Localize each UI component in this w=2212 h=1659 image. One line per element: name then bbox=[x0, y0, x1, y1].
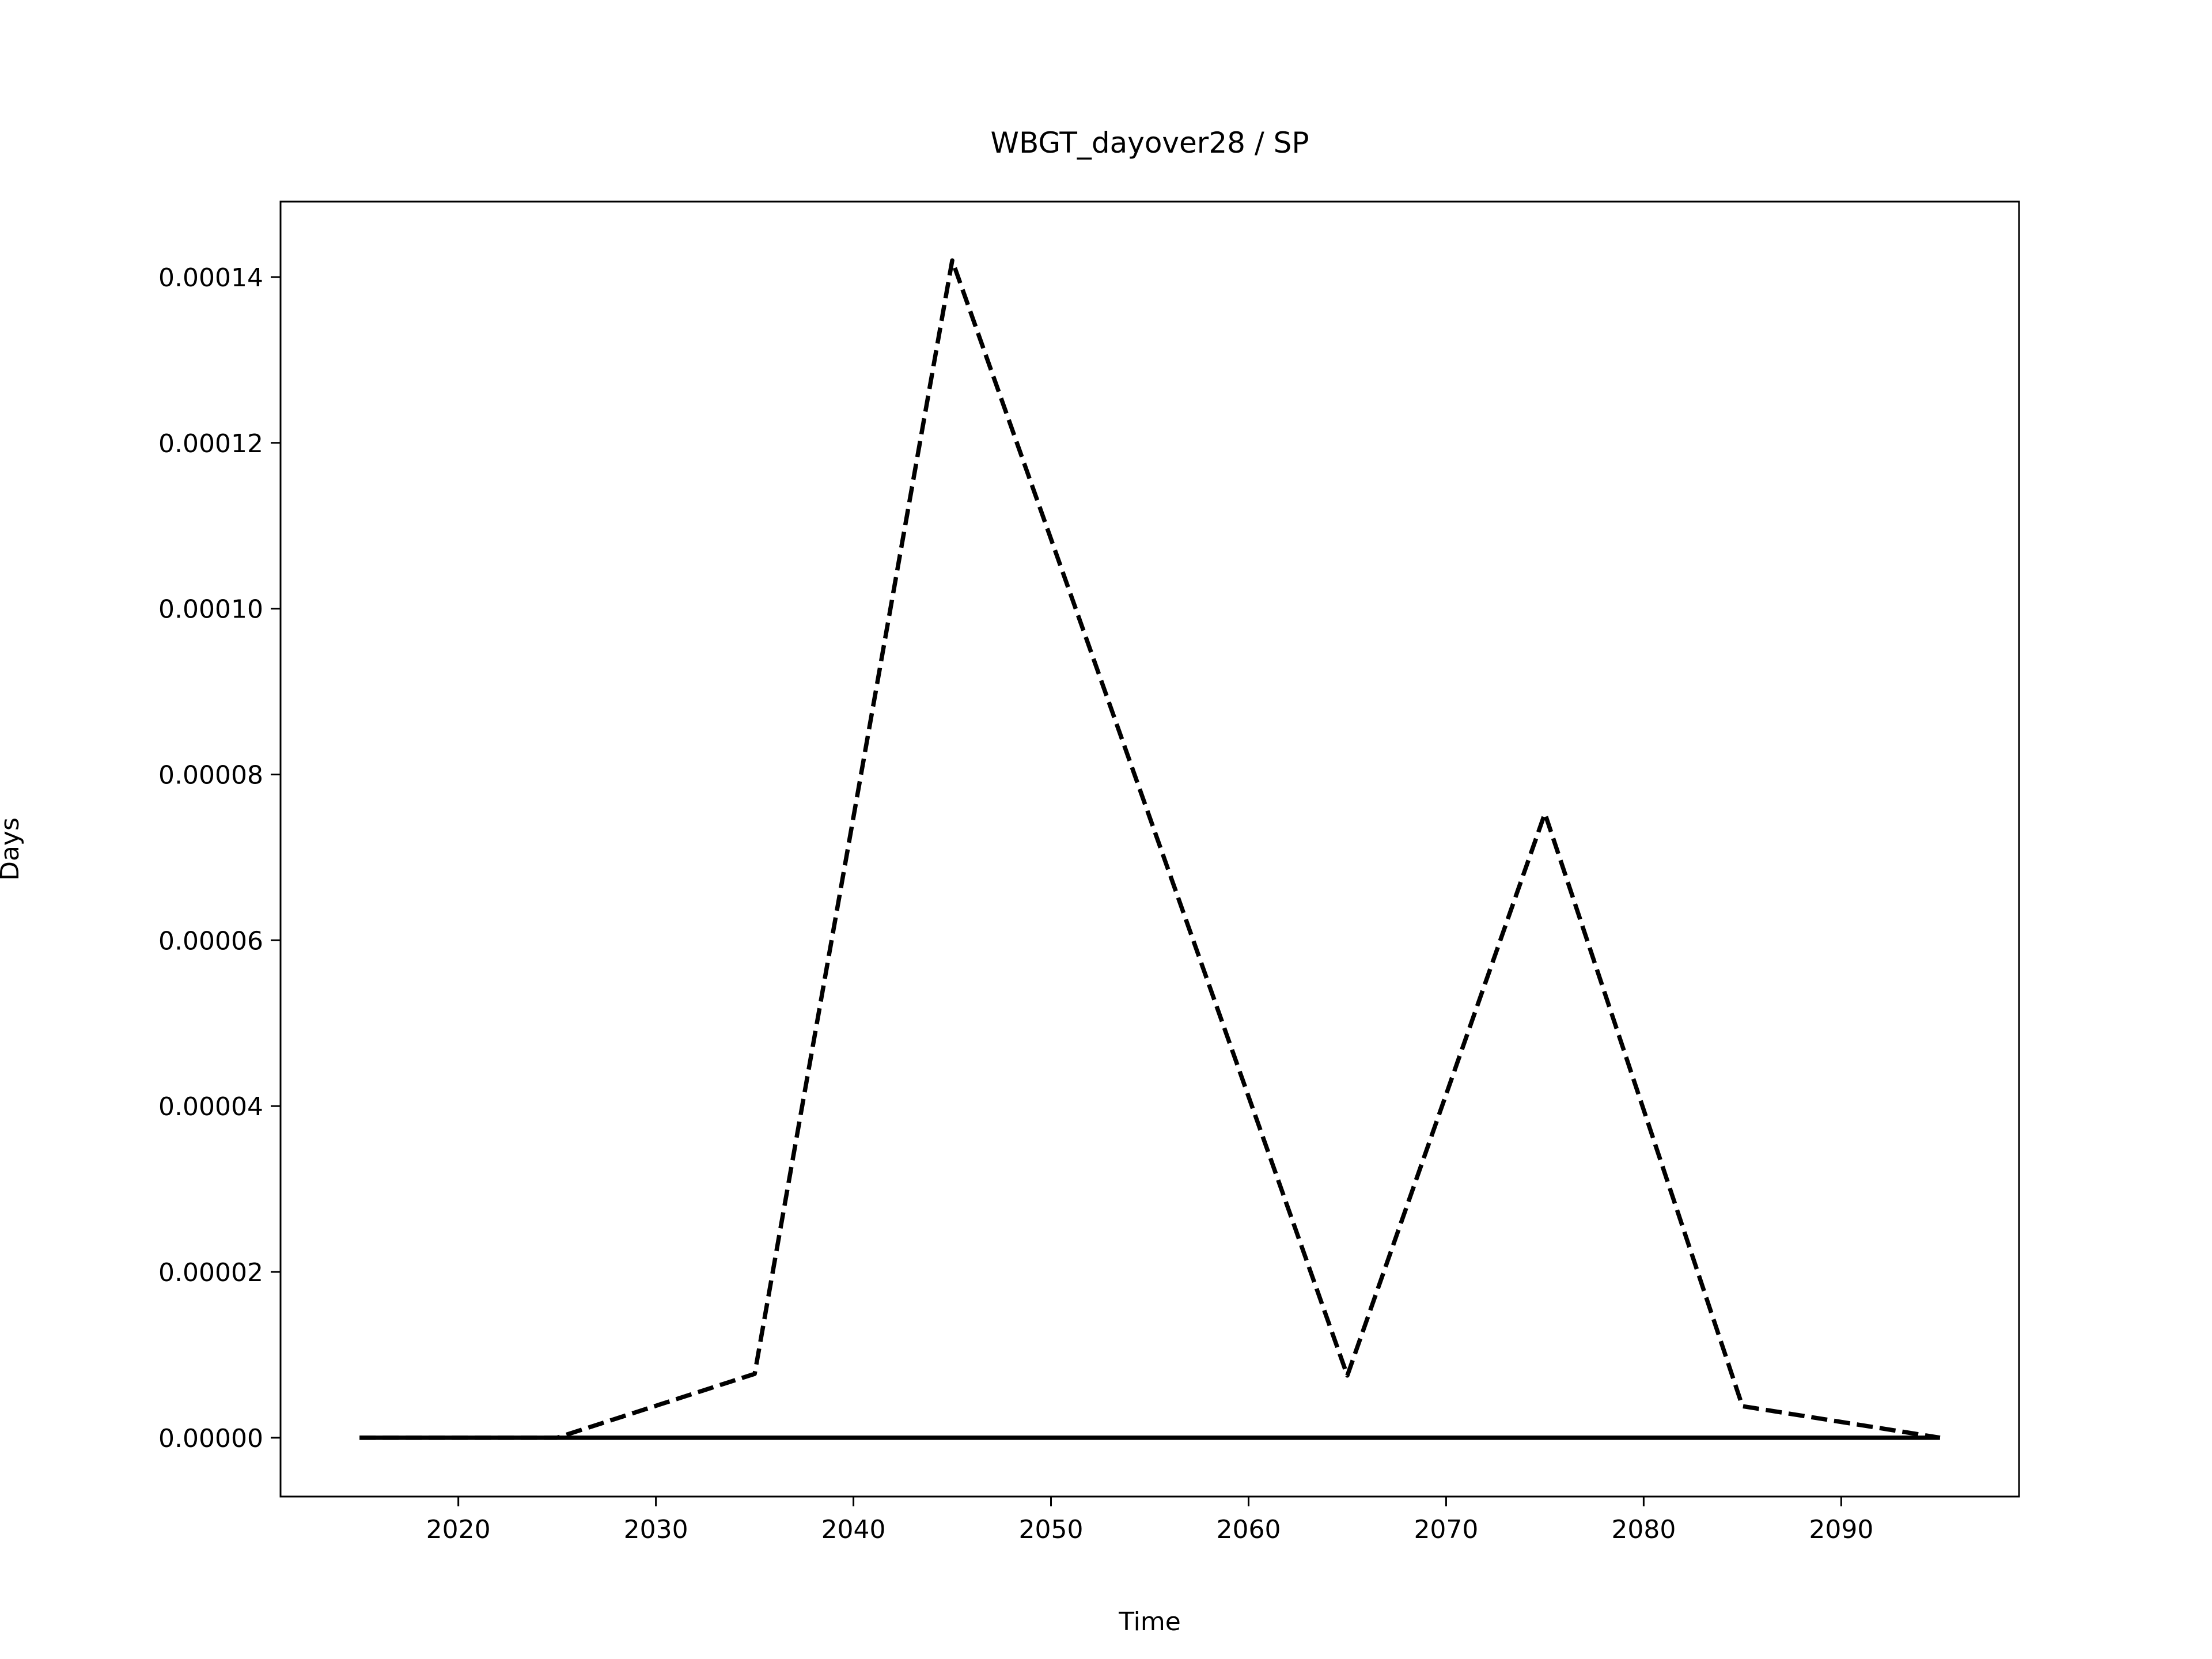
y-tick-label: 0.00006 bbox=[158, 926, 263, 956]
y-tick-label: 0.00014 bbox=[158, 263, 263, 293]
y-tick-label: 0.00010 bbox=[158, 595, 263, 624]
x-tick-label: 2040 bbox=[821, 1515, 886, 1544]
x-tick-label: 2090 bbox=[1809, 1515, 1873, 1544]
x-tick-label: 2060 bbox=[1216, 1515, 1281, 1544]
x-tick-label: 2030 bbox=[624, 1515, 688, 1544]
x-tick-label: 2020 bbox=[426, 1515, 491, 1544]
x-axis-label: Time bbox=[1118, 1607, 1181, 1637]
x-tick-label: 2080 bbox=[1611, 1515, 1676, 1544]
y-tick-label: 0.00002 bbox=[158, 1258, 263, 1287]
y-tick-label: 0.00000 bbox=[158, 1424, 263, 1453]
y-tick-label: 0.00008 bbox=[158, 760, 263, 790]
chart-title: WBGT_dayover28 / SP bbox=[991, 126, 1309, 160]
series-line bbox=[359, 258, 1941, 1440]
x-tick-label: 2050 bbox=[1019, 1515, 1084, 1544]
y-tick-label: 0.00004 bbox=[158, 1092, 263, 1122]
x-tick-label: 2070 bbox=[1414, 1515, 1478, 1544]
plot-frame bbox=[279, 200, 2020, 1498]
y-axis-label: Days bbox=[0, 817, 25, 881]
y-tick-label: 0.00012 bbox=[158, 429, 263, 459]
